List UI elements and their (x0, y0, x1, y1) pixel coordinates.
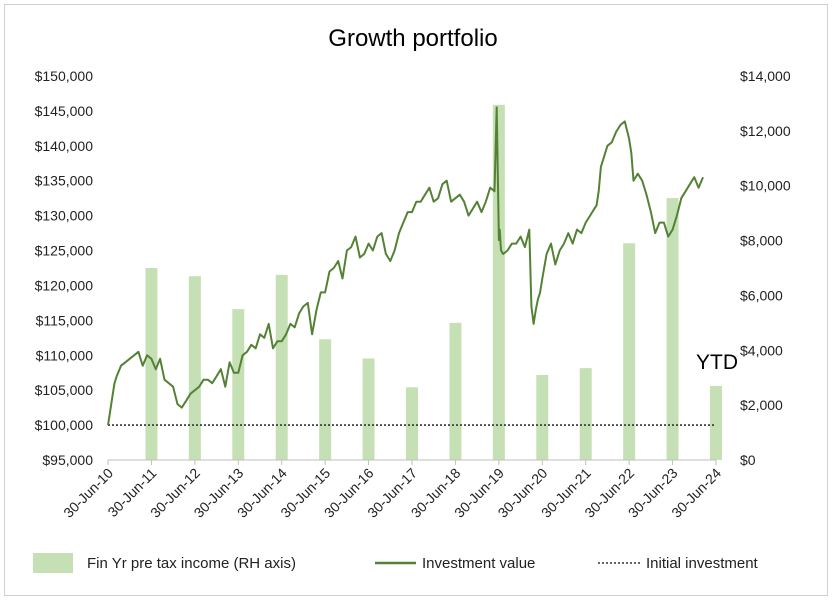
right-tick-label: $0 (740, 452, 756, 468)
legend-label-investment-value: Investment value (422, 555, 535, 572)
x-axis-ticks: 30-Jun-1030-Jun-1130-Jun-1230-Jun-1330-J… (60, 460, 724, 521)
income-bar (449, 322, 462, 460)
right-tick-label: $10,000 (740, 178, 791, 194)
left-tick-label: $130,000 (35, 208, 94, 224)
income-bar (362, 358, 375, 460)
income-bar (145, 268, 158, 460)
right-axis-ticks: $0 $2,000 $4,000 $6,000 $8,000 $10,000 $12,000… (740, 68, 791, 468)
income-bar (232, 309, 245, 460)
income-bar (623, 243, 636, 460)
chart-title: Growth portfolio (328, 25, 497, 52)
left-tick-label: $105,000 (35, 382, 94, 398)
ytd-annotation: YTD (696, 351, 738, 374)
left-tick-label: $140,000 (35, 138, 94, 154)
left-tick-label: $95,000 (42, 452, 93, 468)
left-tick-label: $145,000 (35, 103, 94, 119)
right-tick-label: $8,000 (740, 233, 783, 249)
left-tick-label: $100,000 (35, 417, 94, 433)
income-bar (319, 339, 332, 460)
income-bar (536, 374, 549, 460)
legend: Fin Yr pre tax income (RH axis) Investme… (33, 553, 759, 573)
left-axis-ticks: $95,000 $100,000 $105,000 $110,000 $115,000 $… (35, 68, 94, 468)
left-tick-label: $110,000 (36, 347, 94, 363)
right-tick-label: $4,000 (740, 342, 783, 358)
left-tick-label: $150,000 (35, 68, 94, 84)
left-tick-label: $115,000 (36, 312, 94, 328)
right-tick-label: $6,000 (740, 287, 783, 303)
investment-value-line (107, 106, 704, 426)
legend-label-income: Fin Yr pre tax income (RH axis) (87, 555, 296, 572)
bar-series (145, 104, 722, 461)
income-bar (188, 276, 201, 460)
income-bar (492, 104, 505, 461)
right-tick-label: $2,000 (740, 397, 783, 413)
chart-frame (4, 4, 828, 596)
left-tick-label: $120,000 (35, 277, 94, 293)
income-bar (275, 274, 288, 460)
income-bar (579, 368, 592, 460)
left-tick-label: $135,000 (35, 173, 94, 189)
left-tick-label: $125,000 (35, 243, 94, 259)
income-bar (666, 198, 679, 461)
right-tick-label: $14,000 (740, 68, 791, 84)
legend-label-initial-investment: Initial investment (646, 555, 759, 572)
legend-swatch-income (33, 553, 73, 573)
income-bar (710, 385, 722, 460)
income-bar (406, 387, 418, 460)
right-tick-label: $12,000 (740, 123, 791, 139)
